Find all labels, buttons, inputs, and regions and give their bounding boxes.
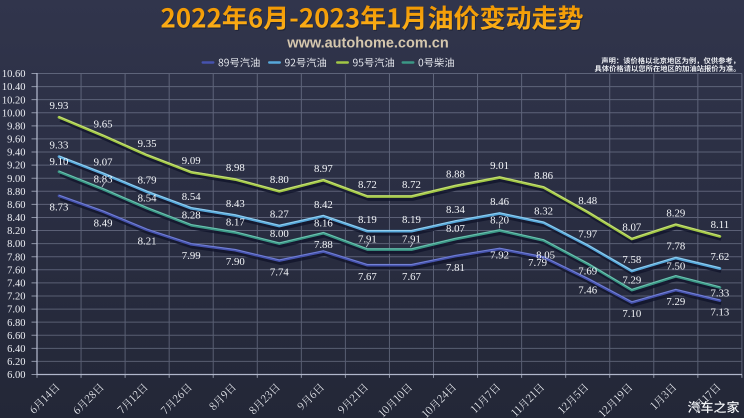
svg-text:8.40: 8.40 [7,213,25,224]
svg-text:8.72: 8.72 [402,179,421,191]
svg-text:8.34: 8.34 [446,204,465,216]
svg-text:7.74: 7.74 [270,266,289,278]
svg-text:8.05: 8.05 [536,250,555,262]
svg-text:6.20: 6.20 [7,357,25,368]
svg-text:9.93: 9.93 [50,100,69,112]
svg-text:7.29: 7.29 [666,296,685,308]
svg-text:8.54: 8.54 [182,191,201,203]
svg-text:8.32: 8.32 [534,205,553,217]
svg-text:9.65: 9.65 [94,118,113,130]
svg-text:7.88: 7.88 [314,239,333,251]
svg-text:7.33: 7.33 [710,288,729,300]
svg-text:8.28: 8.28 [182,210,201,222]
svg-text:7.40: 7.40 [7,279,25,290]
svg-text:9.60: 9.60 [7,135,25,146]
svg-text:7.62: 7.62 [710,251,729,263]
svg-text:9.80: 9.80 [7,121,25,132]
svg-text:7.00: 7.00 [7,305,25,316]
svg-text:7.80: 7.80 [7,252,25,263]
svg-text:www.autohome.com.cn: www.autohome.com.cn [286,36,448,52]
svg-text:8.42: 8.42 [314,199,333,211]
svg-text:8.79: 8.79 [138,175,157,187]
svg-text:10.40: 10.40 [2,82,26,93]
svg-text:6.60: 6.60 [7,331,25,342]
svg-text:7.60: 7.60 [7,265,25,276]
svg-text:10.20: 10.20 [2,95,26,106]
svg-text:8.07: 8.07 [622,222,641,234]
svg-text:7.91: 7.91 [358,234,377,246]
svg-text:7.97: 7.97 [578,228,597,240]
svg-text:8.11: 8.11 [711,219,730,231]
svg-text:8.48: 8.48 [578,195,597,207]
svg-text:8.19: 8.19 [402,214,421,226]
svg-text:8.21: 8.21 [138,236,157,248]
svg-text:8.20: 8.20 [490,215,509,227]
svg-text:8.80: 8.80 [270,174,289,186]
svg-text:7.79: 7.79 [528,257,547,269]
svg-text:7.78: 7.78 [666,241,685,253]
svg-text:8.49: 8.49 [94,217,113,229]
svg-text:7.20: 7.20 [7,292,25,303]
svg-text:8.16: 8.16 [314,217,333,229]
svg-text:9.40: 9.40 [7,148,25,159]
svg-text:7.69: 7.69 [578,266,597,278]
svg-text:8.80: 8.80 [7,187,25,198]
svg-text:8.72: 8.72 [358,179,377,191]
svg-text:9.01: 9.01 [490,160,509,172]
svg-text:8.00: 8.00 [270,228,289,240]
svg-text:7.46: 7.46 [578,285,597,297]
svg-text:10.60: 10.60 [2,69,26,80]
svg-text:6.00: 6.00 [7,370,25,381]
svg-text:8.29: 8.29 [666,207,685,219]
svg-text:8.27: 8.27 [270,209,289,221]
svg-text:7.50: 7.50 [666,261,685,273]
svg-text:9.07: 9.07 [94,156,113,168]
svg-text:8.54: 8.54 [138,193,157,205]
svg-text:8.19: 8.19 [358,214,377,226]
svg-text:8.00: 8.00 [7,239,25,250]
svg-text:6.40: 6.40 [7,344,25,355]
svg-text:7.81: 7.81 [446,262,465,274]
svg-text:8.86: 8.86 [534,170,553,182]
svg-text:8.73: 8.73 [50,202,69,214]
svg-text:8.17: 8.17 [226,217,245,229]
svg-text:9.00: 9.00 [7,174,25,185]
svg-text:7.10: 7.10 [622,308,641,320]
svg-text:8.43: 8.43 [226,198,245,210]
svg-text:9.33: 9.33 [50,139,69,151]
svg-text:9.09: 9.09 [182,155,201,167]
svg-text:7.90: 7.90 [226,256,245,268]
svg-text:7.91: 7.91 [402,234,421,246]
svg-text:7.92: 7.92 [490,250,509,262]
svg-text:8.98: 8.98 [226,162,245,174]
svg-text:7.99: 7.99 [182,250,201,262]
svg-text:8.07: 8.07 [446,223,465,235]
svg-text:8.46: 8.46 [490,196,509,208]
svg-text:8.60: 8.60 [7,200,25,211]
svg-text:7.67: 7.67 [402,271,421,283]
svg-text:9.35: 9.35 [138,138,157,150]
svg-text:7.58: 7.58 [622,254,641,266]
svg-text:8.97: 8.97 [314,163,333,175]
svg-text:8.83: 8.83 [94,174,113,186]
svg-text:6.80: 6.80 [7,318,25,329]
svg-text:9.10: 9.10 [50,156,69,168]
svg-text:8.20: 8.20 [7,226,25,237]
svg-text:7.67: 7.67 [358,271,377,283]
svg-text:7.29: 7.29 [622,274,641,286]
svg-text:7.13: 7.13 [710,306,729,318]
svg-text:9.20: 9.20 [7,161,25,172]
svg-text:10.00: 10.00 [2,108,26,119]
svg-text:8.88: 8.88 [446,169,465,181]
